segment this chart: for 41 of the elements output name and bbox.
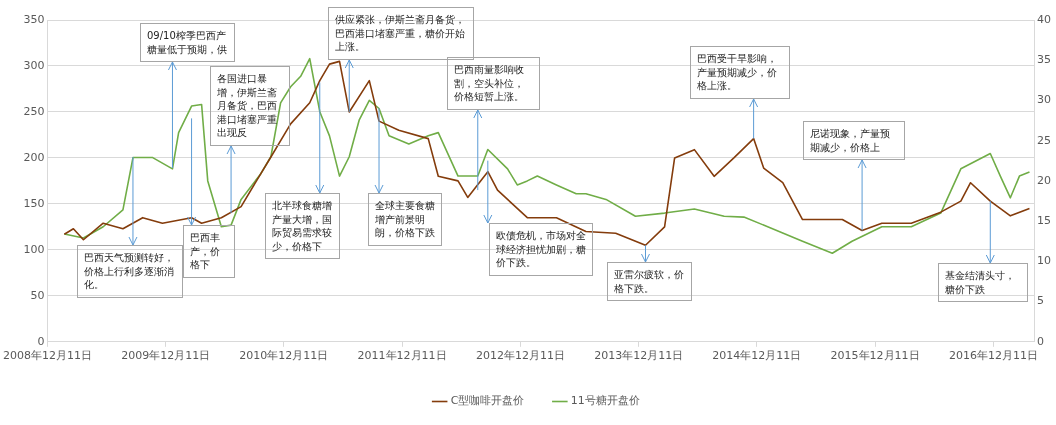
annotation: 09/10榨季巴西产糖量低于预期，供 bbox=[140, 23, 235, 62]
annotation: 巴西天气预测转好，价格上行利多逐渐消化。 bbox=[77, 245, 183, 298]
annotation: 巴西丰产，价格下 bbox=[183, 225, 235, 278]
y-tick-label: 350 bbox=[23, 12, 45, 26]
annotation: 北半球食糖增产量大增，国际贸易需求较少，价格下 bbox=[265, 193, 340, 259]
annotation: 巴西受干旱影响，产量预期减少，价格上涨。 bbox=[690, 46, 790, 99]
y2-tick-label: 40 bbox=[1037, 12, 1051, 26]
x-tick-label: 2009年12月11日 bbox=[121, 349, 211, 363]
annotation: 供应紧张，伊斯兰斋月备货，巴西港口堵塞严重，糖价开始上涨。 bbox=[328, 7, 474, 60]
annotation: 全球主要食糖增产前景明朗，价格下跌 bbox=[368, 193, 442, 246]
annotation: 各国进口暴增，伊斯兰斋月备货，巴西港口堵塞严重出现反 bbox=[210, 66, 290, 146]
y2-tick-label: 30 bbox=[1037, 93, 1051, 107]
y-tick-label: 50 bbox=[30, 288, 45, 302]
y2-tick-label: 35 bbox=[1037, 53, 1051, 67]
x-tick-label: 2012年12月11日 bbox=[476, 349, 566, 363]
y-tick-label: 150 bbox=[23, 196, 45, 210]
x-tick-label: 2008年12月11日 bbox=[2, 349, 92, 363]
x-tick-label: 2014年12月11日 bbox=[712, 349, 802, 363]
annotation: 巴西雨量影响收割，空头补位，价格短暂上涨。 bbox=[447, 57, 540, 110]
y2-tick-label: 0 bbox=[1037, 334, 1044, 348]
y-tick-label: 300 bbox=[23, 58, 45, 72]
y2-tick-label: 25 bbox=[1037, 133, 1051, 147]
y-tick-label: 0 bbox=[37, 334, 45, 348]
y-tick-label: 250 bbox=[23, 104, 45, 118]
y-tick-label: 100 bbox=[23, 242, 45, 256]
y2-tick-label: 5 bbox=[1037, 294, 1044, 308]
annotation: 欧债危机，市场对全球经济担忧加剧，糖价下跌。 bbox=[489, 223, 593, 276]
legend-label: C型咖啡开盘价 bbox=[450, 394, 525, 408]
annotation: 亚雷尔疲软，价格下跌。 bbox=[607, 262, 692, 301]
x-tick-label: 2016年12月11日 bbox=[949, 349, 1039, 363]
y2-tick-label: 15 bbox=[1037, 213, 1051, 227]
y2-tick-label: 20 bbox=[1037, 173, 1051, 187]
y-tick-label: 200 bbox=[23, 150, 45, 164]
x-tick-label: 2010年12月11日 bbox=[239, 349, 329, 363]
annotation: 尼诺现象，产量预期减少，价格上 bbox=[803, 121, 905, 160]
y2-tick-label: 10 bbox=[1037, 254, 1051, 268]
annotation: 基金结清头寸，糖价下跌 bbox=[938, 263, 1028, 302]
x-tick-label: 2015年12月11日 bbox=[830, 349, 920, 363]
x-tick-label: 2013年12月11日 bbox=[594, 349, 684, 363]
x-tick-label: 2011年12月11日 bbox=[357, 349, 447, 363]
legend-label: 11号糖开盘价 bbox=[570, 394, 640, 408]
